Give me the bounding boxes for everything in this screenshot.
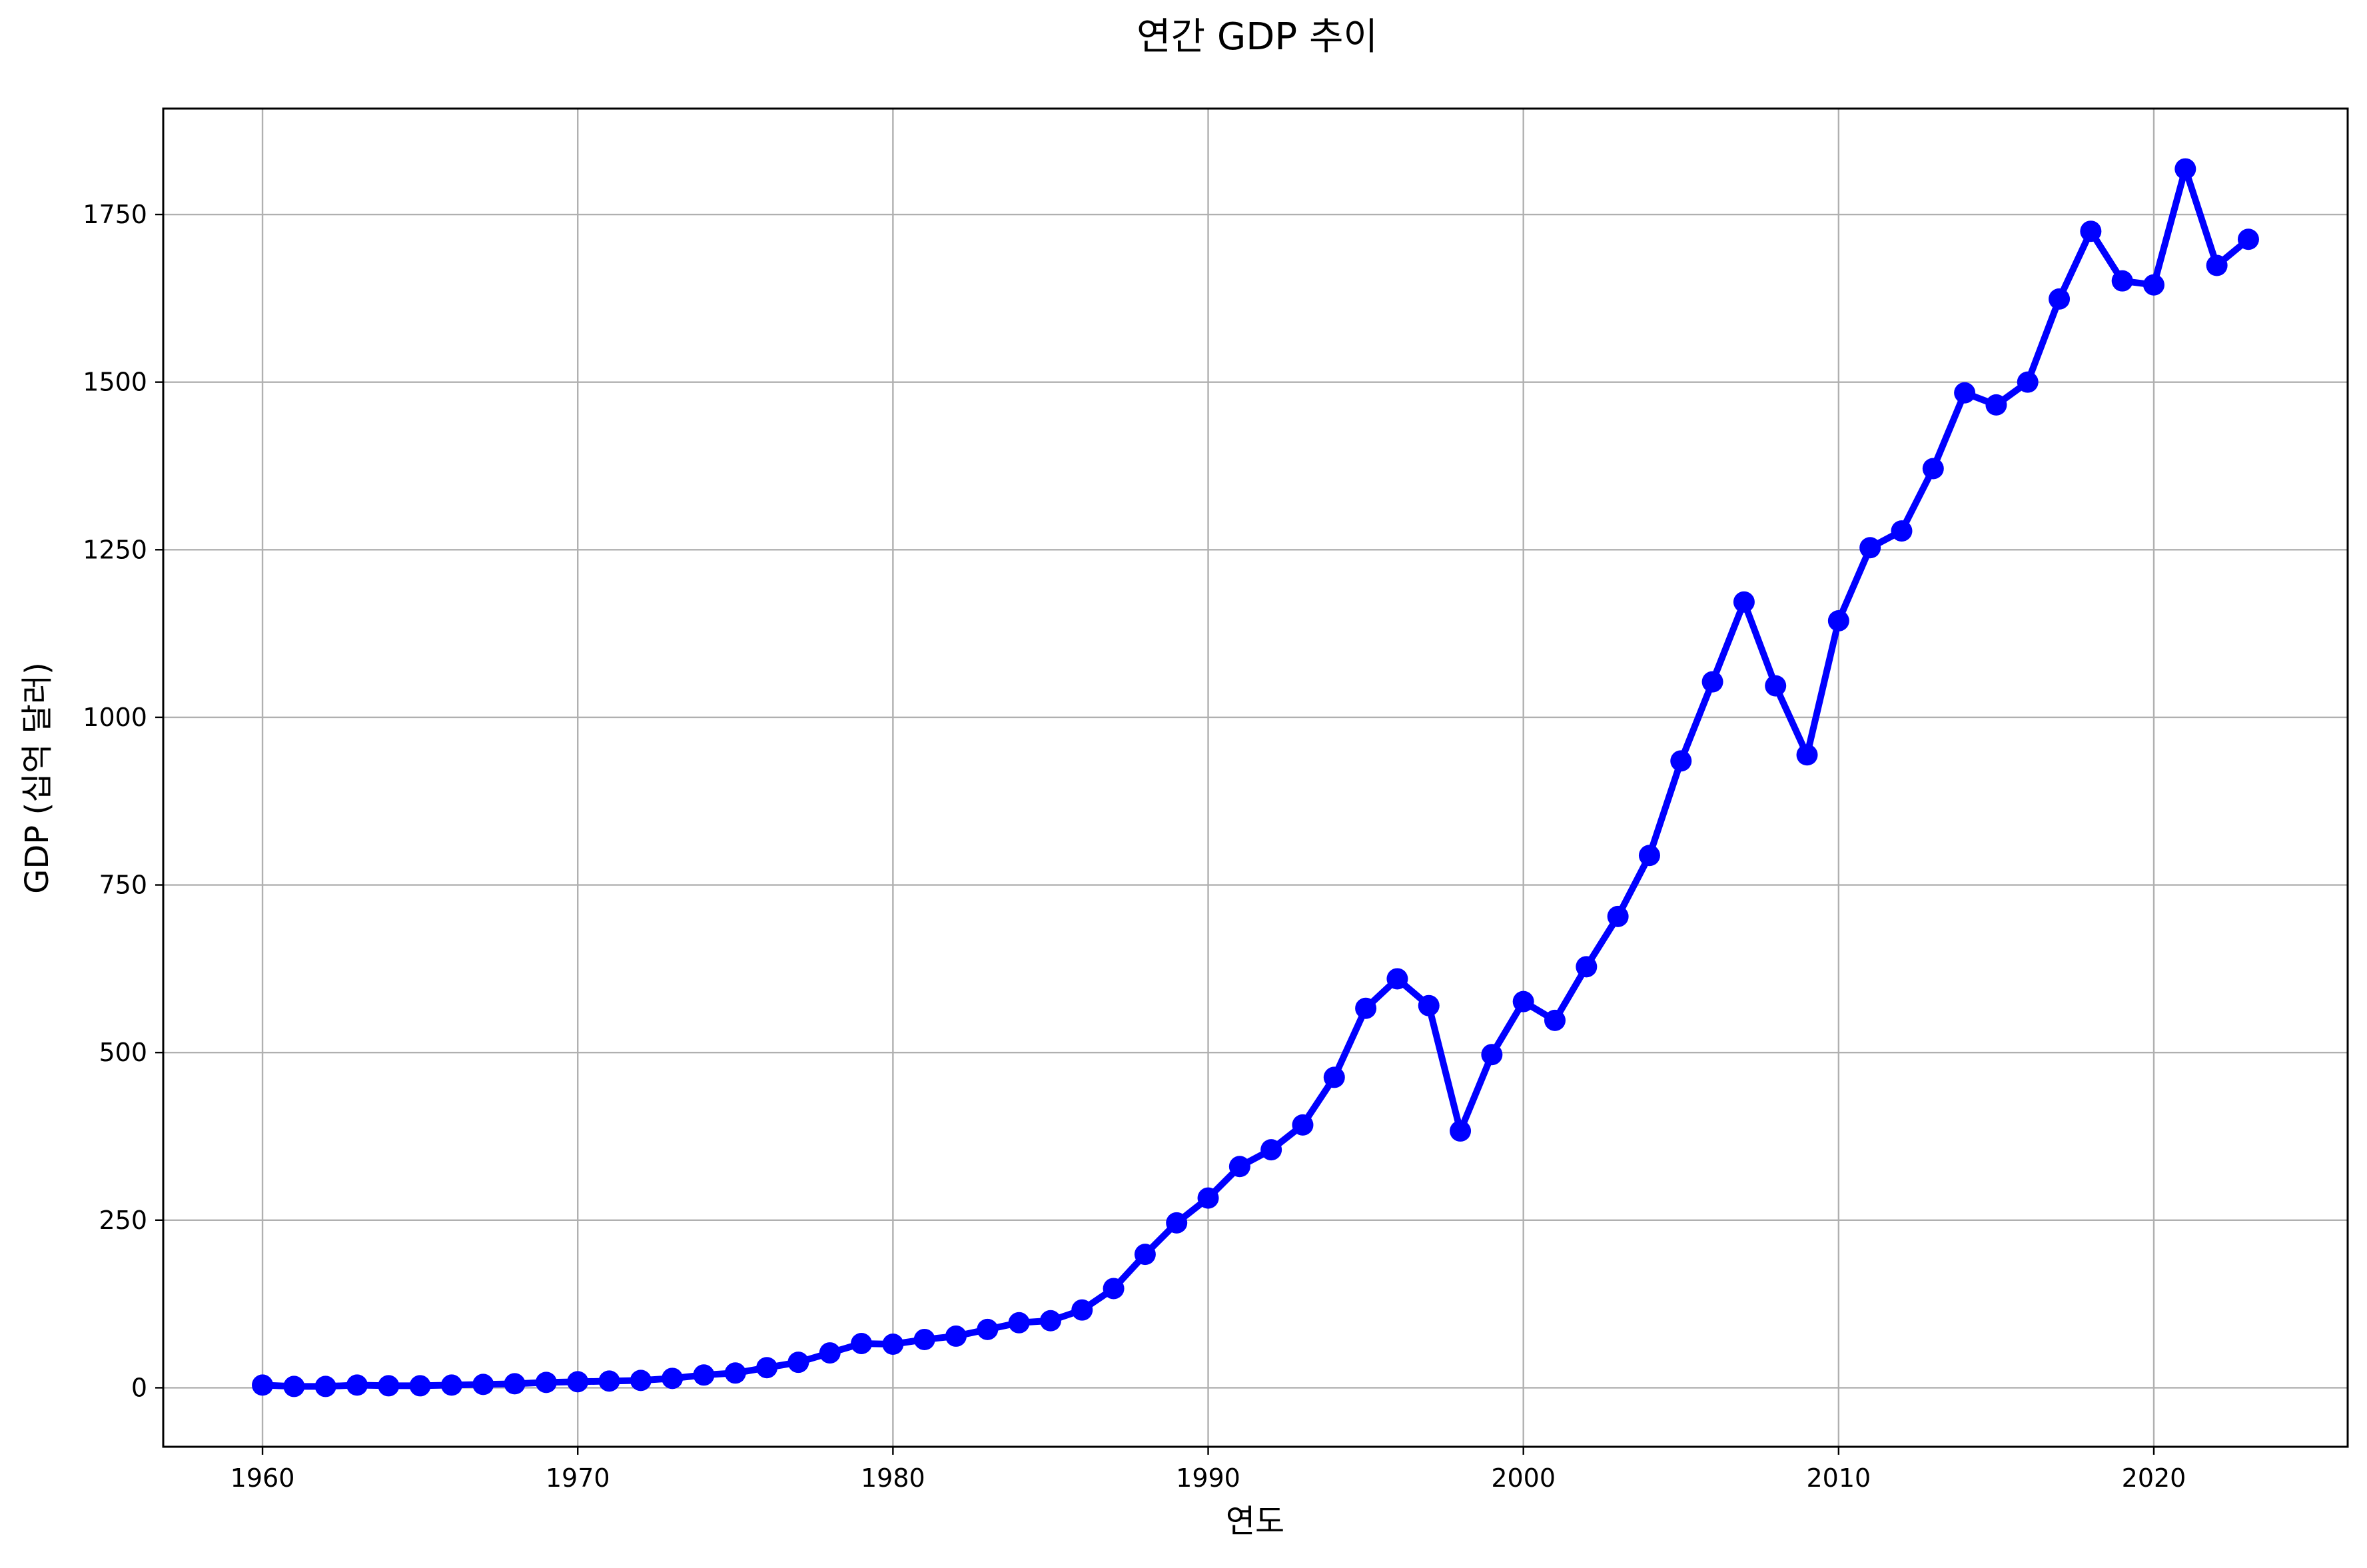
grid-lines <box>163 109 2348 1447</box>
data-point <box>1386 968 1408 990</box>
data-point <box>2049 288 2071 310</box>
x-tick-label: 2020 <box>2122 1463 2186 1493</box>
data-point <box>346 1374 368 1396</box>
data-point <box>1039 1310 1061 1332</box>
data-point <box>1103 1278 1125 1300</box>
x-tick-label: 1980 <box>861 1463 925 1493</box>
x-tick-label: 1990 <box>1176 1463 1240 1493</box>
y-axis-title: GDP (십억 달러) <box>19 662 56 894</box>
data-point <box>1323 1066 1345 1088</box>
data-point <box>724 1362 746 1384</box>
data-point <box>1922 458 1944 480</box>
data-point <box>1859 537 1881 559</box>
data-point <box>882 1334 904 1356</box>
series-line <box>259 165 2252 1390</box>
data-point <box>1670 750 1692 772</box>
data-point <box>1827 609 1849 631</box>
data-point <box>1450 1120 1472 1142</box>
data-point <box>1071 1299 1093 1321</box>
y-axis-ticks: 0 250 500 750 1000 1250 1500 1750 <box>83 200 163 1402</box>
data-point <box>945 1325 967 1347</box>
data-point <box>440 1374 462 1396</box>
y-tick-label: 750 <box>99 871 147 900</box>
data-point <box>504 1373 526 1395</box>
chart-title: 연간 GDP 추이 <box>1137 15 1378 59</box>
x-tick-label: 2000 <box>1491 1463 1556 1493</box>
data-point <box>1228 1156 1250 1178</box>
data-point <box>1260 1139 1282 1161</box>
data-point <box>1954 382 1976 404</box>
data-point <box>1512 990 1534 1012</box>
data-point <box>1008 1312 1030 1334</box>
data-point <box>1796 744 1818 766</box>
data-point <box>2017 371 2039 393</box>
data-point <box>314 1375 336 1397</box>
data-point <box>2143 274 2165 296</box>
data-point <box>283 1375 305 1397</box>
data-point <box>819 1342 841 1364</box>
y-tick-label: 0 <box>131 1373 147 1402</box>
data-point <box>1576 956 1598 978</box>
x-tick-label: 1960 <box>231 1463 295 1493</box>
data-point <box>1134 1244 1156 1266</box>
data-point <box>409 1375 431 1397</box>
data-point <box>630 1370 652 1391</box>
data-point <box>756 1357 778 1379</box>
data-point <box>1544 1009 1566 1031</box>
data-point <box>2174 158 2196 180</box>
x-tick-label: 1970 <box>546 1463 610 1493</box>
data-point <box>1292 1114 1314 1136</box>
data-point <box>662 1368 684 1389</box>
x-axis-ticks: 1960 1970 1980 1990 2000 2010 2020 <box>231 1447 2186 1493</box>
data-point <box>535 1372 557 1393</box>
plot-area-frame <box>162 107 2349 1448</box>
data-point <box>1607 905 1629 927</box>
data-point <box>1197 1187 1219 1209</box>
y-tick-label: 500 <box>99 1038 147 1067</box>
data-point <box>1891 520 1913 542</box>
data-point <box>1418 994 1440 1016</box>
data-point <box>2080 220 2102 242</box>
y-tick-label: 1750 <box>83 200 147 229</box>
data-point <box>1701 671 1723 693</box>
data-point <box>567 1371 589 1393</box>
x-axis-title: 연도 <box>1226 1503 1284 1540</box>
y-tick-label: 1500 <box>83 368 147 397</box>
data-point <box>693 1364 715 1386</box>
x-tick-label: 2010 <box>1806 1463 1871 1493</box>
data-point <box>378 1375 400 1397</box>
data-point <box>1481 1044 1503 1066</box>
data-point <box>2206 254 2228 276</box>
data-series <box>252 158 2259 1397</box>
data-point <box>977 1318 999 1340</box>
data-point <box>1985 394 2007 416</box>
data-point <box>2237 228 2259 250</box>
data-point <box>1765 675 1787 697</box>
data-point <box>787 1352 809 1373</box>
data-point <box>851 1332 873 1354</box>
y-tick-label: 250 <box>99 1206 147 1235</box>
y-tick-label: 1250 <box>83 535 147 564</box>
data-point <box>1355 997 1377 1019</box>
data-point <box>252 1374 274 1396</box>
data-point <box>472 1373 494 1395</box>
data-point <box>913 1328 935 1350</box>
y-tick-label: 1000 <box>83 703 147 732</box>
data-point <box>598 1370 620 1392</box>
data-point <box>1638 845 1660 867</box>
data-point <box>1733 591 1755 613</box>
data-point <box>1166 1212 1188 1234</box>
data-point <box>2111 270 2133 292</box>
